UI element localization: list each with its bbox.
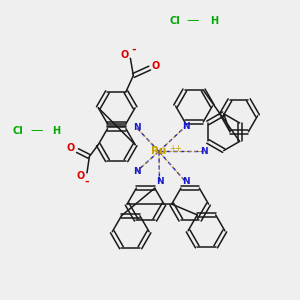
Text: N: N	[133, 167, 140, 176]
Text: N: N	[156, 177, 163, 186]
Text: N: N	[182, 177, 190, 186]
Text: —: —	[183, 14, 203, 27]
Text: Cl: Cl	[170, 16, 181, 26]
Text: H: H	[210, 16, 218, 26]
Text: —: —	[27, 124, 47, 137]
Text: H: H	[52, 126, 60, 136]
Text: N: N	[133, 123, 140, 132]
Text: -: -	[85, 177, 89, 187]
Text: N: N	[200, 147, 207, 156]
Text: O: O	[152, 61, 160, 71]
Text: N: N	[182, 122, 190, 131]
Text: -: -	[131, 44, 136, 54]
Text: Ru: Ru	[151, 146, 166, 157]
Text: O: O	[120, 50, 129, 60]
Text: O: O	[67, 142, 75, 153]
Text: O: O	[76, 171, 85, 181]
Text: ++: ++	[169, 144, 182, 153]
Text: Cl: Cl	[12, 126, 23, 136]
